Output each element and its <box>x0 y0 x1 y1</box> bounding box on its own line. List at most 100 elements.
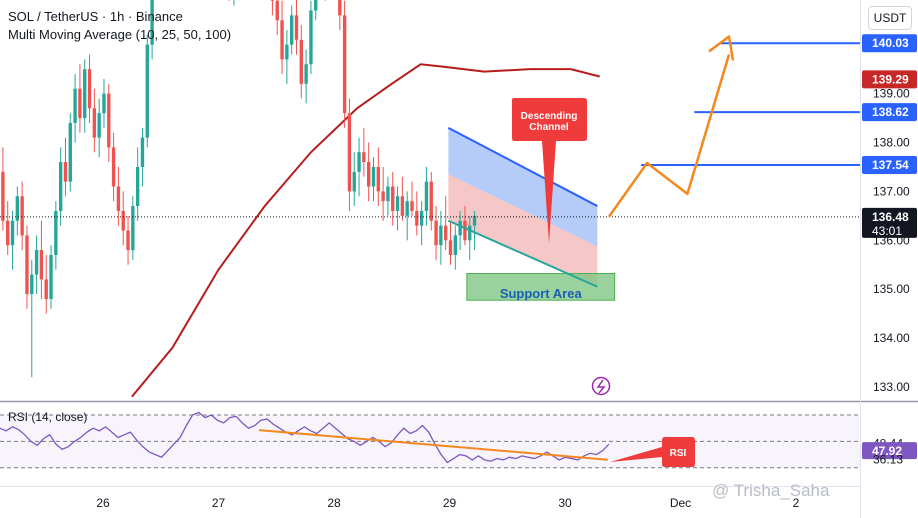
candle <box>78 64 82 133</box>
candle <box>131 196 135 260</box>
candle-body <box>395 196 400 211</box>
rsi-divergence-value: 36.13 <box>873 453 903 467</box>
candle <box>126 215 130 265</box>
candle <box>58 147 63 226</box>
candle <box>429 171 433 231</box>
candle-body <box>25 235 29 295</box>
candle <box>424 166 429 226</box>
candle <box>439 210 443 265</box>
candle <box>381 166 385 221</box>
price-tag: 137.54 <box>872 158 909 172</box>
candle-body <box>121 210 125 231</box>
candle-body <box>439 225 443 246</box>
candle-body <box>357 152 361 172</box>
candle <box>472 210 477 251</box>
candle <box>299 25 303 99</box>
candle <box>468 215 472 260</box>
candle-body <box>102 93 106 114</box>
candle-body <box>463 220 467 241</box>
candle <box>150 0 154 60</box>
candle <box>97 98 101 158</box>
projection-arrowhead <box>708 35 735 61</box>
candle-body <box>386 186 390 202</box>
candle-body <box>352 171 356 192</box>
candle <box>386 176 390 216</box>
candle-body <box>135 166 140 207</box>
candle <box>419 201 424 246</box>
candle <box>145 34 149 148</box>
candle-body <box>400 196 405 216</box>
candle-body <box>381 191 385 202</box>
candle <box>357 137 361 197</box>
moving-average-line <box>131 63 600 398</box>
candle-body <box>415 210 419 226</box>
candle <box>453 225 457 270</box>
symbol-title: SOL / TetherUS · 1h · Binance <box>8 9 183 24</box>
candle <box>371 157 376 202</box>
candle-body <box>34 250 39 275</box>
candle <box>376 147 380 207</box>
time-tick-label: 2 <box>793 496 800 510</box>
candle <box>347 98 352 211</box>
candle-body <box>376 166 380 192</box>
candle-body <box>362 152 366 163</box>
candle <box>280 0 284 75</box>
candle-body <box>68 122 72 182</box>
candle <box>116 166 121 226</box>
candle-body <box>289 15 294 45</box>
last-price-value: 136.48 <box>872 210 909 224</box>
indicator-label: Multi Moving Average (10, 25, 50, 100) <box>8 27 232 42</box>
price-tick-label: 137.00 <box>873 184 910 198</box>
currency-button[interactable]: USDT <box>868 6 912 30</box>
price-tick-label: 138.00 <box>873 136 910 150</box>
bar-countdown: 43:01 <box>872 224 902 238</box>
candle-body <box>285 44 289 60</box>
candle <box>400 176 405 221</box>
time-tick-label: 26 <box>96 496 110 510</box>
price-tick-label: 139.00 <box>873 87 910 101</box>
candle-body <box>78 88 82 119</box>
candle <box>6 201 10 255</box>
price-tag-bg <box>862 155 917 174</box>
rsi-trendline <box>258 429 608 461</box>
time-tick-label: Dec <box>670 496 691 510</box>
candle-body <box>1 171 5 221</box>
candle-body <box>107 93 111 148</box>
candle <box>92 88 97 153</box>
candle-body <box>429 181 433 221</box>
candle-body <box>54 210 58 255</box>
price-tick-label: 141.00 <box>873 0 910 3</box>
candle-body <box>83 69 87 119</box>
candle-body <box>347 113 352 192</box>
rsi-current-tag-bg <box>862 442 917 460</box>
candle <box>275 0 279 35</box>
candle-body <box>97 113 101 138</box>
candle-body <box>472 215 477 226</box>
candle <box>405 191 409 241</box>
candle-body <box>342 15 347 114</box>
candle-body <box>58 162 63 211</box>
candle-body <box>73 88 77 123</box>
candle <box>415 191 419 236</box>
candle-body <box>39 250 44 280</box>
candle-body <box>20 196 24 236</box>
rsi-callout <box>610 437 695 467</box>
price-tag-bg <box>862 34 917 53</box>
candle <box>111 132 116 202</box>
candle <box>463 206 467 246</box>
candle-body <box>338 0 342 16</box>
candle-body <box>444 225 448 241</box>
candle-body <box>126 230 130 251</box>
time-tick-label: 27 <box>212 496 226 510</box>
candle <box>444 196 448 251</box>
candle <box>342 0 347 128</box>
candle <box>121 191 125 246</box>
candle <box>366 142 371 202</box>
candle-body <box>424 181 429 211</box>
candle <box>68 113 72 192</box>
lightning-bolt <box>596 379 606 394</box>
candle-body <box>116 186 121 211</box>
rsi-line <box>0 411 610 464</box>
candle <box>44 254 48 314</box>
